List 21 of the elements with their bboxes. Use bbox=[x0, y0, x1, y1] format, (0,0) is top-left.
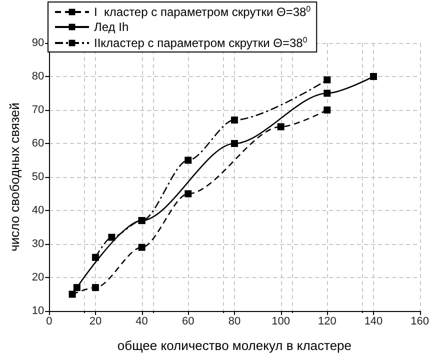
x-tick-label: 100 bbox=[272, 316, 290, 328]
x-tick-label: 80 bbox=[228, 316, 241, 328]
y-tick-label: 40 bbox=[32, 204, 44, 216]
legend-label: Лед Ih bbox=[94, 20, 129, 34]
x-tick-label: 140 bbox=[364, 316, 383, 328]
y-tick-label: 10 bbox=[32, 305, 44, 317]
y-axis-title: число свободных связей bbox=[7, 102, 22, 252]
x-tick-label: 60 bbox=[182, 316, 194, 328]
y-tick-label: 20 bbox=[32, 272, 44, 284]
y-tick-label: 70 bbox=[32, 104, 44, 116]
x-tick-label: 40 bbox=[136, 316, 148, 328]
y-tick-label: 60 bbox=[32, 138, 44, 150]
x-tick-label: 160 bbox=[410, 316, 430, 328]
x-tick-label: 20 bbox=[89, 316, 102, 328]
y-tick-label: 50 bbox=[32, 171, 44, 183]
y-tick-label: 30 bbox=[32, 238, 44, 250]
x-axis-title: общее количество молекул в кластере bbox=[117, 338, 352, 353]
y-tick-label: 80 bbox=[32, 70, 44, 82]
x-tick-label: 120 bbox=[318, 316, 336, 328]
y-tick-label: 90 bbox=[32, 37, 44, 49]
x-tick-label: 0 bbox=[46, 316, 52, 328]
